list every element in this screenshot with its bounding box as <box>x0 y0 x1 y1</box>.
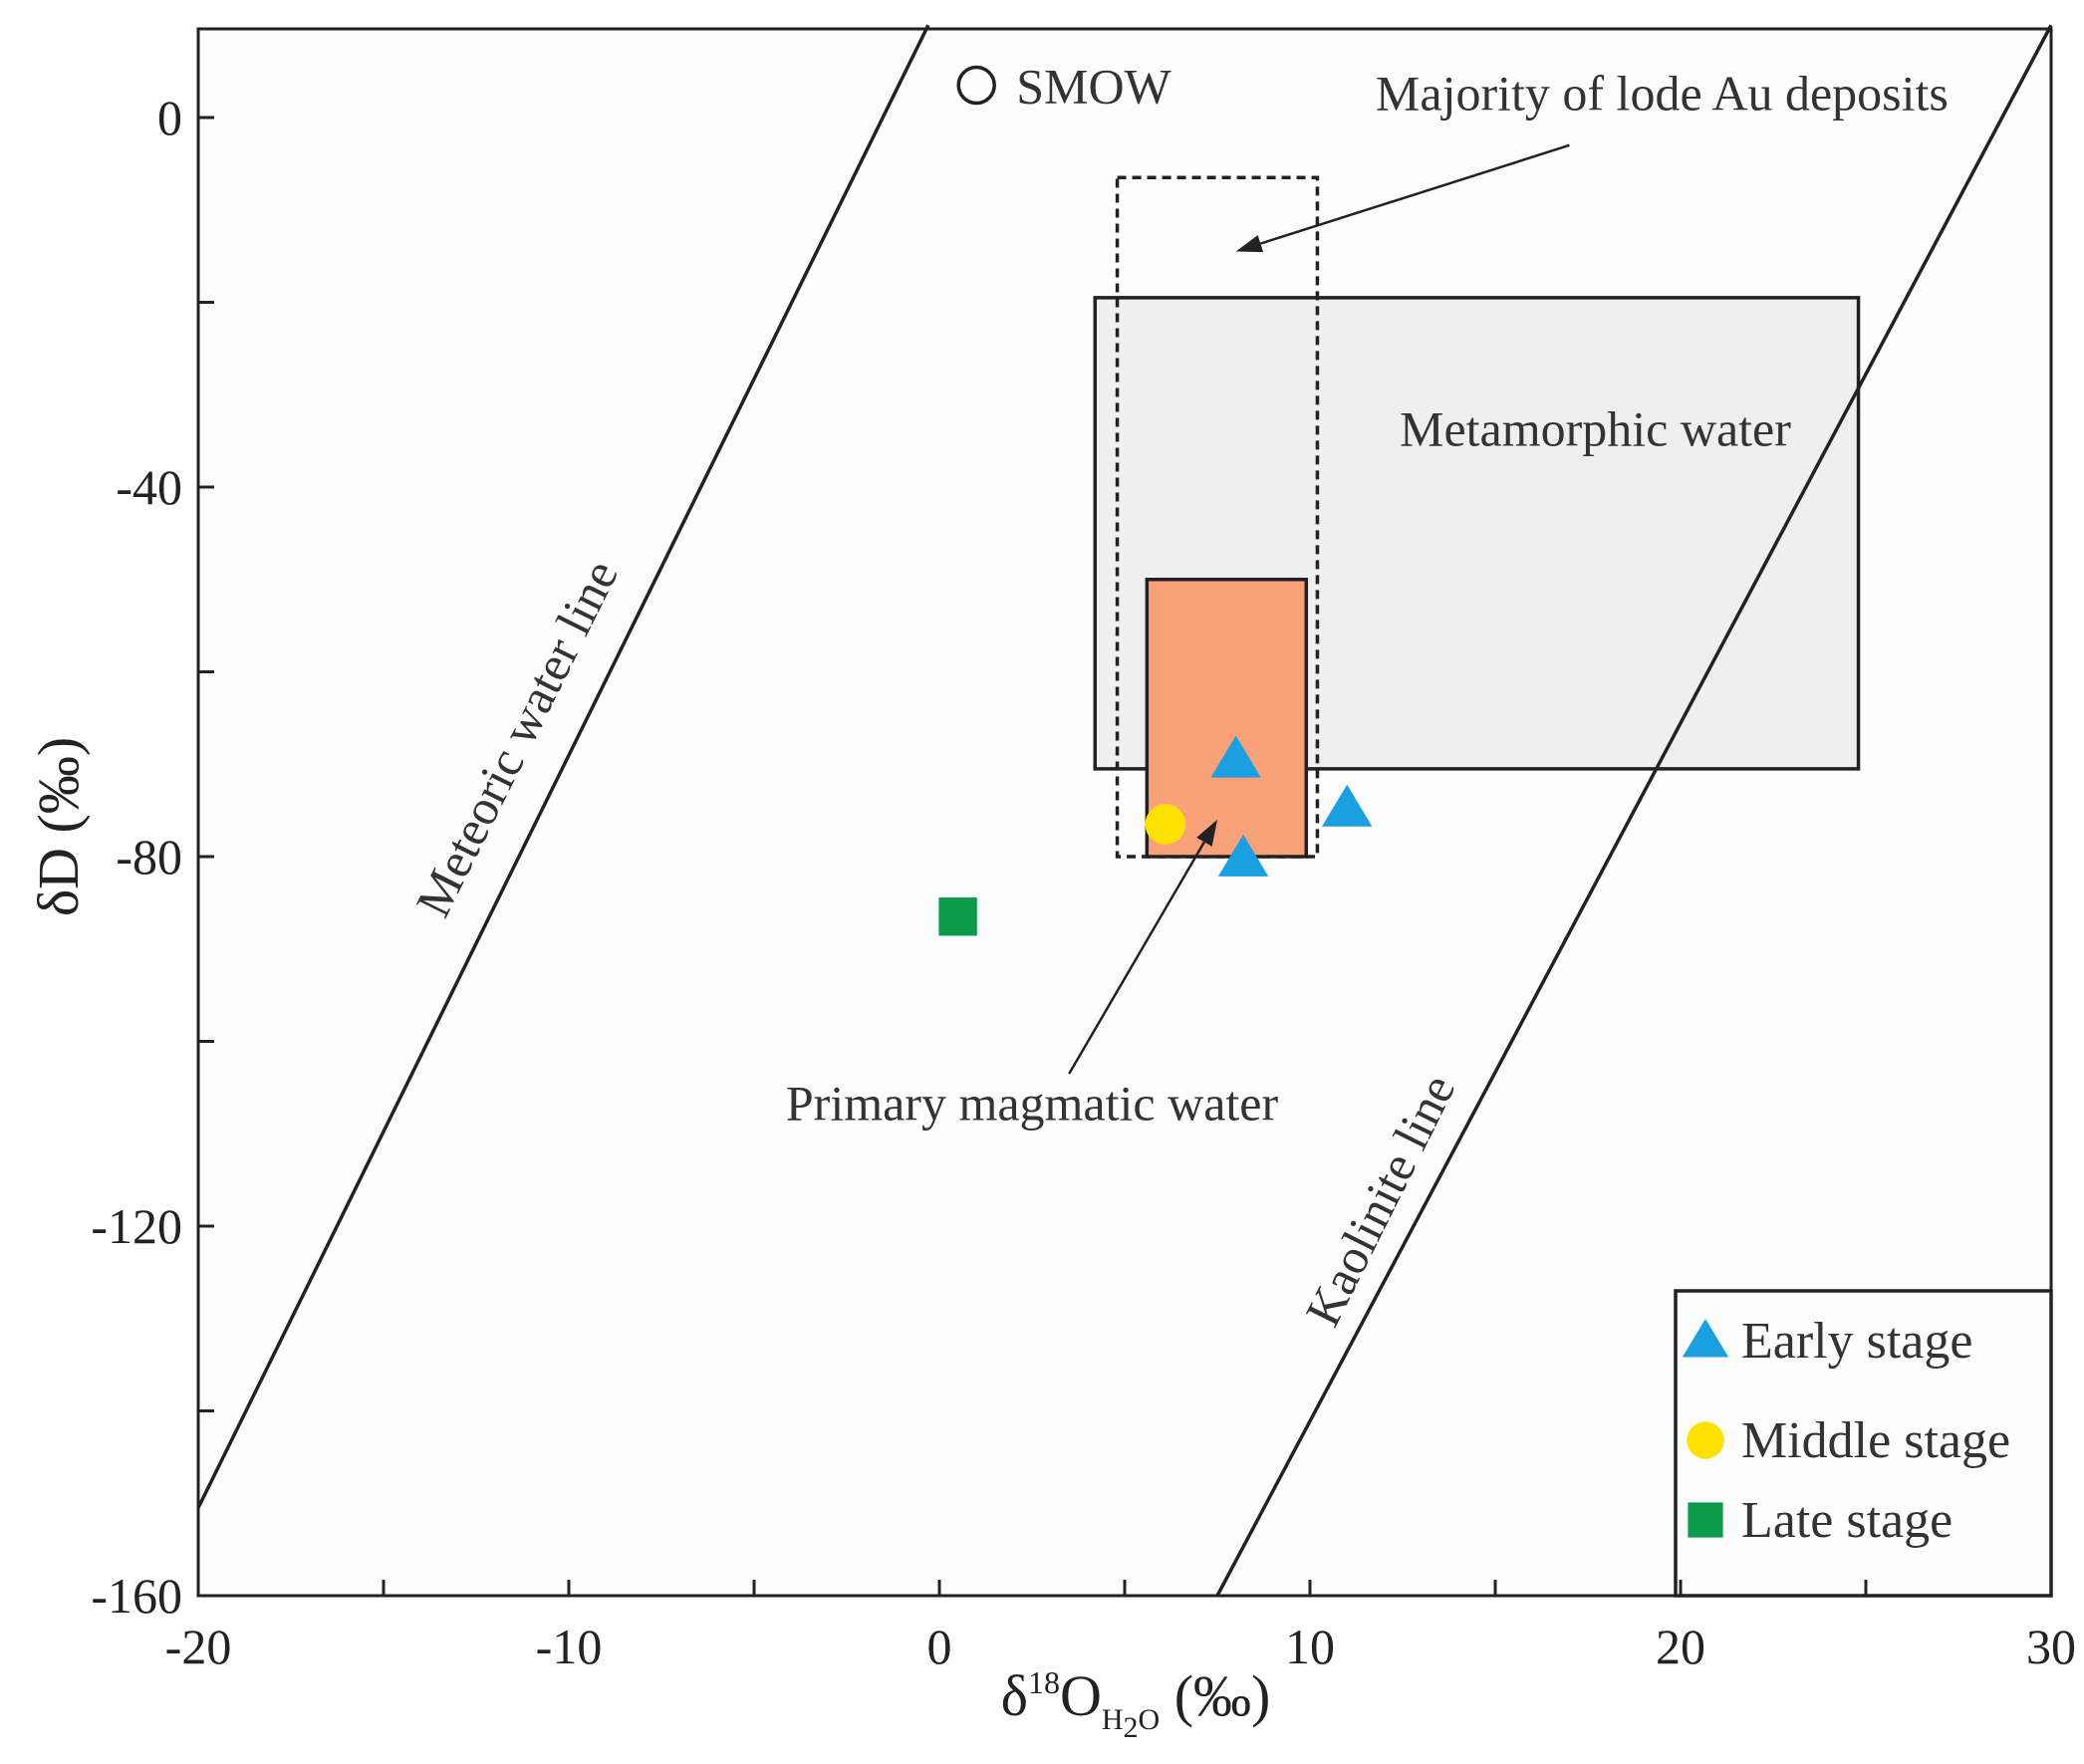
y-tick-label: 0 <box>157 90 182 145</box>
legend-middle-stage-marker <box>1687 1421 1724 1459</box>
legend-middle-stage-label: Middle stage <box>1741 1412 2010 1469</box>
x-tick-label: -20 <box>165 1619 232 1674</box>
lode-au-deposits-arrow <box>1259 143 1570 245</box>
meteoric-water-line <box>196 24 930 1509</box>
smow-marker <box>956 65 996 106</box>
smow-label: SMOW <box>1016 59 1172 115</box>
x-axis-title: δ18OH2O (‰) <box>1001 1663 1271 1744</box>
late-stage-point <box>938 897 977 936</box>
y-tick-label: -160 <box>91 1568 182 1624</box>
legend-early-stage-marker <box>1682 1319 1729 1358</box>
x-tick-label: 10 <box>1285 1619 1335 1674</box>
primary-magmatic-water-label: Primary magmatic water <box>786 1075 1279 1131</box>
y-axis-title: δD (‰) <box>26 737 91 916</box>
legend-early-stage-label: Early stage <box>1741 1313 1972 1370</box>
x-tick-label: 30 <box>2026 1619 2076 1674</box>
data-points <box>938 735 1373 936</box>
kaolinite-line <box>1215 24 2053 1597</box>
primary-magmatic-water-arrowhead <box>1196 819 1217 847</box>
legend <box>1674 1289 2053 1598</box>
lode-au-deposits-arrowhead <box>1235 235 1264 253</box>
legend-items: Early stage Middle stage Late stage <box>1682 1313 2010 1549</box>
metamorphic-water-label: Metamorphic water <box>1400 400 1791 456</box>
middle-stage-point <box>1145 804 1186 845</box>
early-stage-point <box>1210 735 1261 778</box>
x-tick-label: -10 <box>536 1619 603 1674</box>
axis-ticks: -20 -10 0 10 20 30 0 -40 -80 -120 -160 <box>91 90 2076 1674</box>
y-tick-label: -120 <box>91 1198 182 1254</box>
y-tick-label: -40 <box>116 459 182 515</box>
x-tick-label: 20 <box>1656 1619 1705 1674</box>
early-stage-point <box>1322 784 1373 827</box>
legend-late-stage-label: Late stage <box>1741 1492 1953 1549</box>
x-tick-label: 0 <box>927 1619 952 1674</box>
lode-au-deposits-label: Majority of lode Au deposits <box>1376 66 1949 122</box>
early-stage-point <box>1217 834 1269 877</box>
legend-late-stage-marker <box>1688 1502 1723 1538</box>
y-tick-label: -80 <box>116 829 182 884</box>
primary-magmatic-water-arrow <box>1068 841 1205 1075</box>
